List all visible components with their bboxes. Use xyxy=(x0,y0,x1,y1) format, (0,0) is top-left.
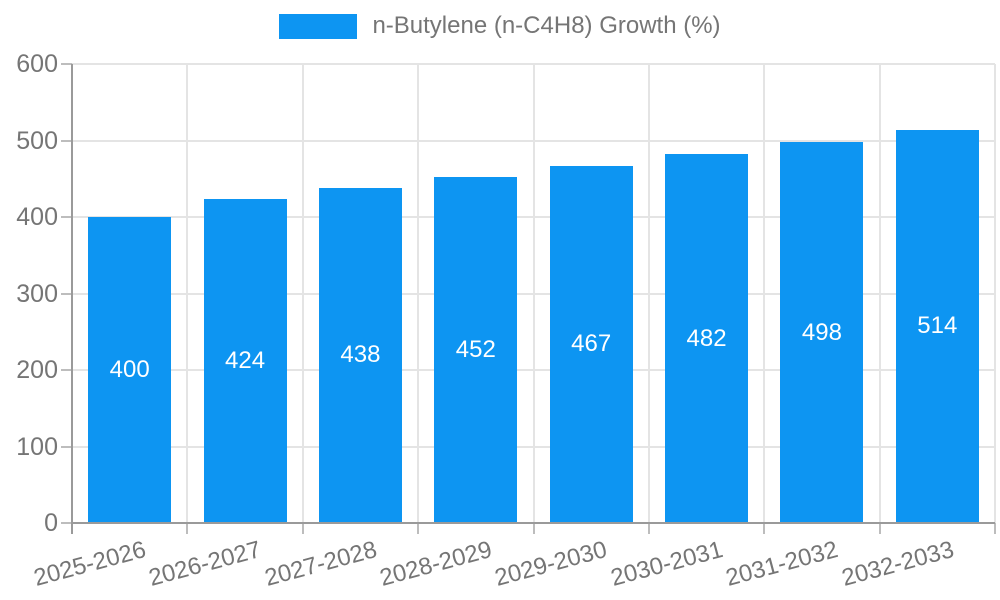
y-tick-mark xyxy=(61,216,72,218)
x-tick-mark xyxy=(532,523,535,534)
y-axis-line xyxy=(71,64,73,534)
x-tick-mark xyxy=(186,523,189,534)
x-tick-label: 2032-2033 xyxy=(838,536,957,592)
x-gridline xyxy=(878,64,881,523)
y-tick-label: 500 xyxy=(16,126,58,155)
bar-value-label: 467 xyxy=(571,330,612,358)
y-tick-mark xyxy=(61,522,72,524)
x-tick-label: 2029-2030 xyxy=(492,536,611,592)
bar-value-label: 498 xyxy=(801,318,842,346)
x-gridline xyxy=(994,64,996,523)
x-gridline xyxy=(186,64,189,523)
x-tick-mark xyxy=(647,523,650,534)
bar[interactable] xyxy=(88,217,172,523)
bar-value-label: 482 xyxy=(686,324,727,352)
bar[interactable] xyxy=(665,154,749,523)
bar-value-label: 424 xyxy=(225,346,266,374)
x-tick-label: 2026-2027 xyxy=(146,536,265,592)
x-tick-mark xyxy=(301,523,304,534)
y-tick-label: 100 xyxy=(16,432,58,461)
x-tick-mark xyxy=(994,523,996,534)
y-tick-label: 400 xyxy=(16,203,58,231)
y-tick-label: 200 xyxy=(16,356,58,384)
bar[interactable] xyxy=(549,165,633,523)
bar[interactable] xyxy=(318,187,402,523)
bar-value-label: 400 xyxy=(109,356,150,383)
y-tick-mark xyxy=(61,63,72,65)
legend-label: n-Butylene (n-C4H8) Growth (%) xyxy=(372,12,721,39)
y-tick-mark xyxy=(61,445,72,448)
x-gridline xyxy=(417,64,420,523)
bar[interactable] xyxy=(434,177,518,523)
y-tick-label: 0 xyxy=(44,509,58,537)
bar-value-label: 438 xyxy=(340,341,381,369)
y-tick-label: 300 xyxy=(16,279,58,308)
x-tick-label: 2025-2026 xyxy=(30,536,149,592)
x-gridline xyxy=(647,64,650,523)
x-tick-label: 2030-2031 xyxy=(607,536,726,592)
x-tick-label: 2027-2028 xyxy=(261,536,380,592)
x-gridline xyxy=(532,64,535,523)
bar[interactable] xyxy=(780,142,864,523)
bar-value-label: 452 xyxy=(455,336,496,364)
x-gridline xyxy=(763,64,766,523)
y-tick-mark xyxy=(61,139,72,142)
bar[interactable] xyxy=(895,129,979,523)
bar[interactable] xyxy=(203,198,287,523)
y-tick-mark xyxy=(61,292,72,295)
y-tick-mark xyxy=(61,369,72,371)
y-tick-label: 600 xyxy=(16,50,58,78)
legend-swatch xyxy=(279,13,358,39)
x-tick-label: 2031-2032 xyxy=(723,536,841,592)
x-axis-line xyxy=(72,522,995,524)
bar-value-label: 514 xyxy=(917,312,958,340)
x-gridline xyxy=(301,64,304,523)
x-tick-label: 2028-2029 xyxy=(376,536,495,592)
x-tick-mark xyxy=(417,523,420,534)
x-tick-mark xyxy=(763,523,766,534)
x-tick-mark xyxy=(878,523,881,534)
legend[interactable]: n-Butylene (n-C4H8) Growth (%) xyxy=(0,12,1000,40)
